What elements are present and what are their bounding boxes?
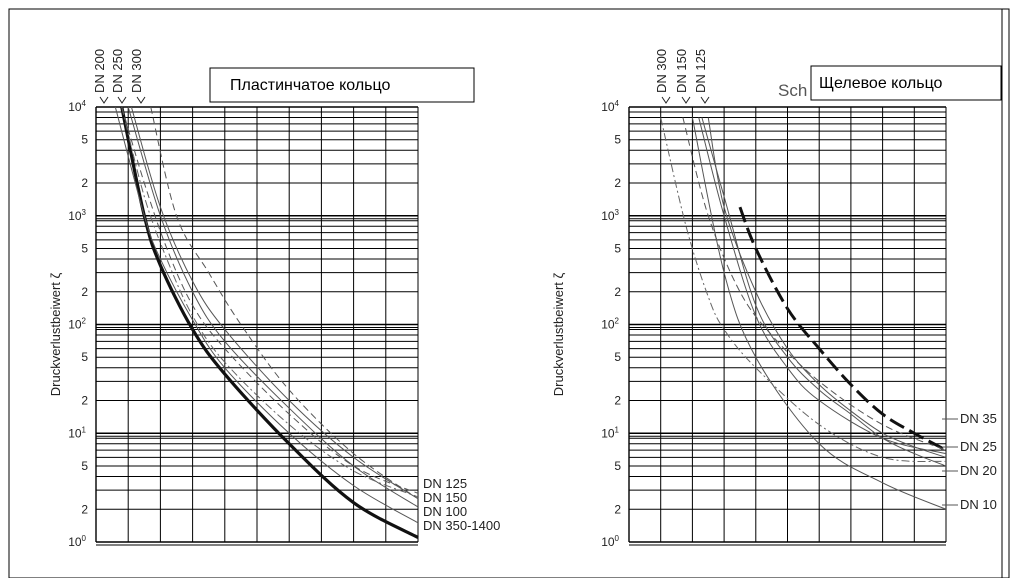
top-dn-marker [99,96,109,104]
y-axis-label: Druckverlustbeiwert ζ [551,272,566,396]
top-dn-label: DN 125 [693,49,708,93]
y-tick-label: 102 [601,317,619,332]
figure-frame [8,8,1010,578]
y-tick-label: 104 [601,99,619,114]
series-line-dn-150 [127,106,419,508]
y-tick-label: 101 [601,425,619,440]
top-dn-marker [681,96,691,104]
y-minor-tick-label: 5 [614,241,621,255]
chart-plate-ring: 100 101 102 103 104 2 5 2 5 2 5 2 5 Druckverlustbeiwe… [48,49,500,549]
y-minor-tick-label: 5 [81,133,88,147]
y-minor-tick-label: 2 [81,502,88,516]
series-line-dn-35 [738,206,947,452]
y-tick-label: 102 [68,317,86,332]
y-tick-label: 100 [601,534,619,549]
top-dn-label: DN 300 [129,49,144,93]
y-minor-tick-label: 2 [614,285,621,299]
series-line-dn-125 [121,106,419,498]
series-line-dn-20 [701,117,947,467]
chart-label-text: Щелевое кольцо [819,75,943,92]
chart-slot-ring: 100 101 102 103 104 2 5 2 5 2 5 2 5 Druckverlustbeiwe… [551,49,1002,549]
series-line-dn-200 [121,106,419,494]
top-dn-label: DN 300 [654,49,669,93]
top-dn-marker [661,96,671,104]
y-minor-tick-label: 5 [81,241,88,255]
y-minor-tick-label: 2 [614,502,621,516]
right-dn-label: DN 350-1400 [423,518,500,533]
top-dn-marker [117,96,127,104]
top-dn-label: DN 200 [92,49,107,93]
top-dn-label: DN 150 [674,49,689,93]
series-line-dn-350-1400 [120,106,419,539]
chart-label-box [209,67,475,103]
y-tick-label: 103 [68,208,86,223]
series-line-dn-125 [698,117,947,455]
y-minor-tick-label: 5 [81,350,88,364]
top-dn-label: DN 250 [110,49,125,93]
y-minor-tick-label: 2 [614,176,621,190]
y-tick-label: 104 [68,99,86,114]
chart-label-box [810,65,1002,101]
y-minor-tick-label: 2 [614,394,621,408]
y-minor-tick-label: 2 [81,285,88,299]
right-dn-label: DN 150 [423,490,467,505]
y-tick-label: 100 [68,534,86,549]
y-minor-tick-label: 2 [81,176,88,190]
y-axis-label: Druckverlustbeiwert ζ [48,272,63,396]
y-tick-label: 103 [601,208,619,223]
grid [95,106,419,546]
y-minor-tick-label: 2 [81,394,88,408]
y-minor-tick-label: 5 [614,350,621,364]
top-dn-marker [136,96,146,104]
y-tick-label: 101 [68,425,86,440]
right-dn-label: DN 20 [960,463,997,478]
partial-title: Sch [778,81,807,100]
right-dn-label: DN 100 [423,504,467,519]
series-line-dn-25 [707,117,947,458]
top-dn-marker [700,96,710,104]
series-line-dn-100 [114,106,419,524]
series-line-dn-250 [130,106,419,500]
series-line-dn-300 [150,106,419,500]
right-dn-label: DN 35 [960,411,997,426]
right-dn-label: DN 125 [423,476,467,491]
grid [628,106,947,546]
right-dn-label: DN 10 [960,497,997,512]
right-dn-label: DN 25 [960,439,997,454]
series-line-dn-300 [660,117,947,463]
y-minor-tick-label: 5 [81,459,88,473]
series-line-dn-150 [682,117,947,451]
y-minor-tick-label: 5 [614,133,621,147]
chart-label-text: Пластинчатое кольцо [230,77,390,94]
y-minor-tick-label: 5 [614,459,621,473]
